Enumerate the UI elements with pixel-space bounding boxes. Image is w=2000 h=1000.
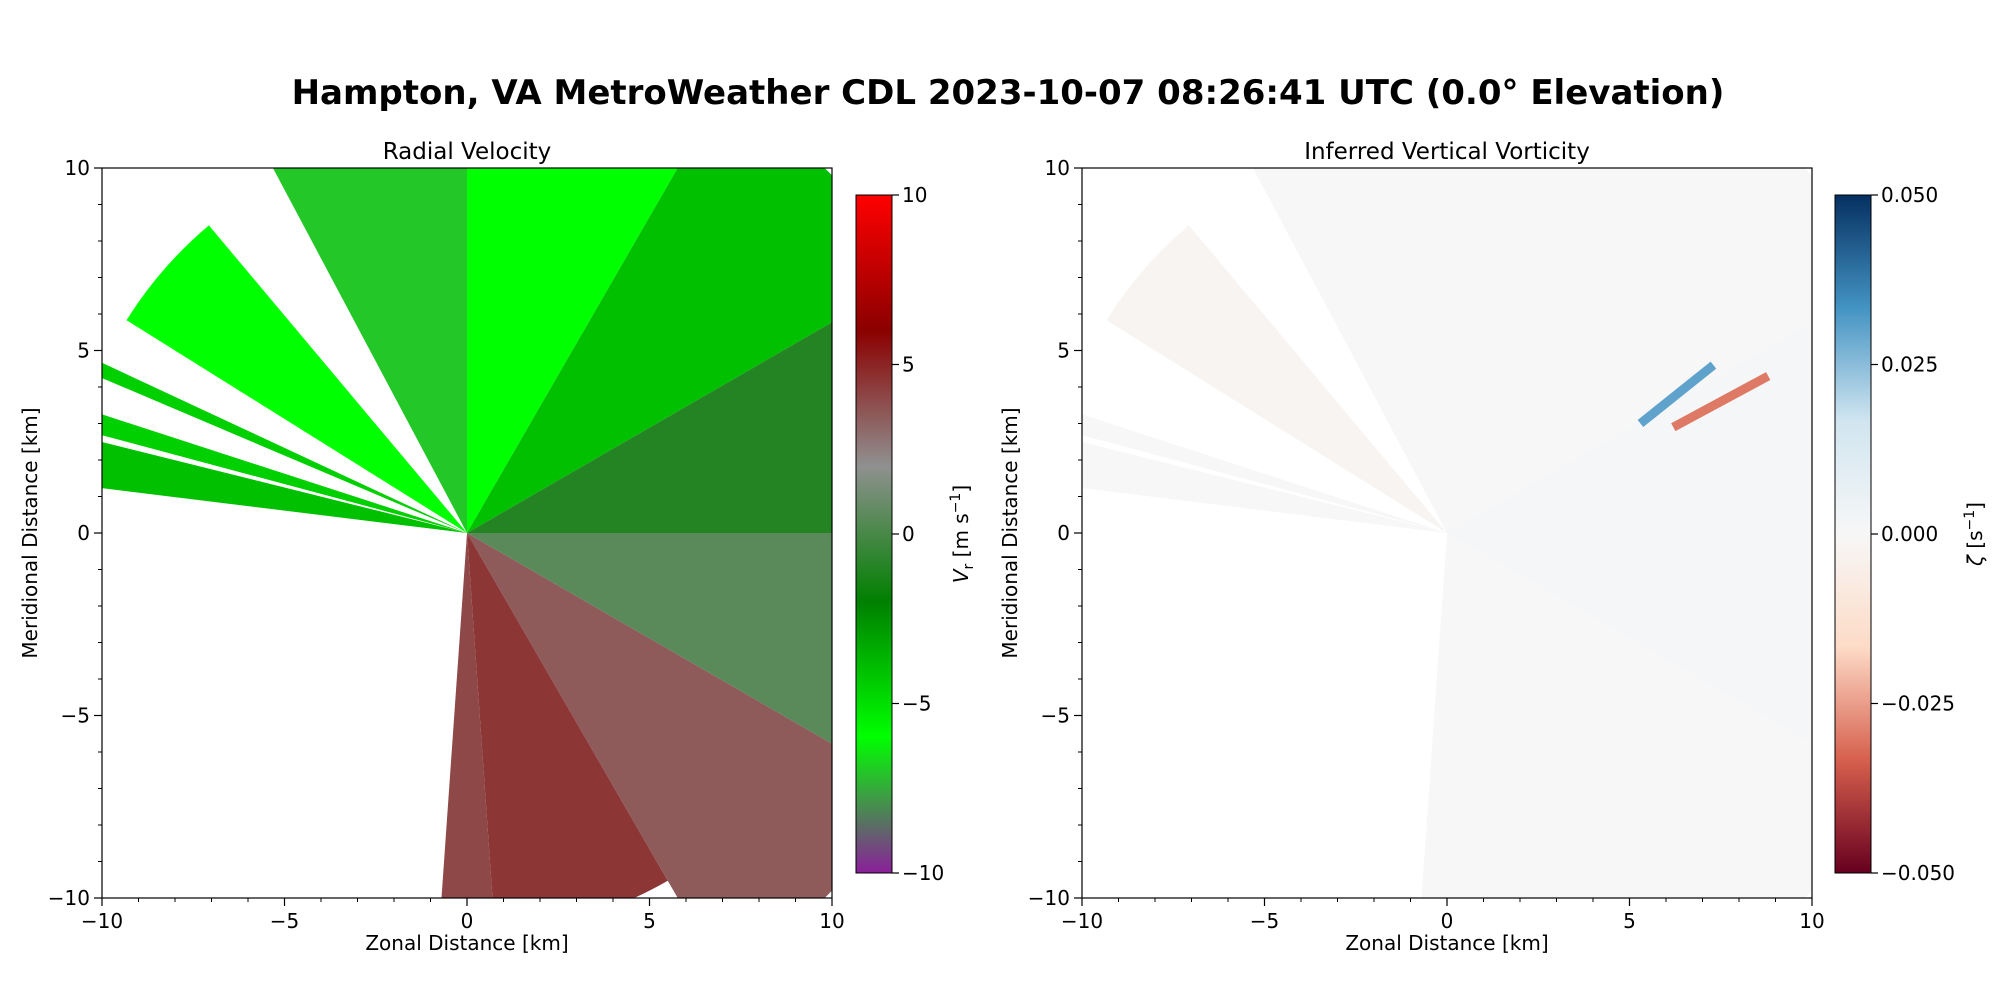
radial-velocity-colorbar-tick-label: 5 bbox=[902, 353, 915, 377]
vorticity-colorbar-tick-label: 0.050 bbox=[1881, 183, 1938, 207]
radial-velocity-sector bbox=[467, 168, 832, 533]
vorticity-x-label: Zonal Distance [km] bbox=[1345, 931, 1548, 955]
vorticity-colorbar-tick-label: −0.025 bbox=[1881, 692, 1955, 716]
vorticity-x-tick-label: 5 bbox=[1623, 909, 1636, 933]
radial-velocity-colorbar-tick-label: 10 bbox=[902, 183, 927, 207]
radial-velocity-field bbox=[102, 168, 832, 898]
vorticity-x-tick-label: −10 bbox=[1061, 909, 1103, 933]
radial-velocity-colorbar-ticks: −10 −5 0 5 10 bbox=[892, 183, 944, 885]
vorticity-field bbox=[1082, 168, 1812, 898]
vorticity-features bbox=[1637, 361, 1771, 432]
vorticity-sector bbox=[1447, 533, 1812, 898]
radial-velocity-panel: Radial Velocity −10 −5 0 5 10 −10 −5 0 5 10 Zona… bbox=[18, 139, 977, 955]
radial-velocity-x-tick-label: −10 bbox=[81, 909, 123, 933]
vorticity-y-tick-label: −5 bbox=[1041, 704, 1070, 728]
radial-velocity-colorbar-tick-label: 0 bbox=[902, 522, 915, 546]
vorticity-colorbar-ticks: −0.050 −0.025 0.000 0.025 0.050 bbox=[1871, 183, 1955, 885]
vorticity-x-tick-label: 10 bbox=[1799, 909, 1824, 933]
radial-velocity-sector bbox=[126, 225, 467, 533]
radial-velocity-colorbar bbox=[855, 194, 893, 874]
radial-velocity-colorbar-tick-label: −5 bbox=[902, 692, 931, 716]
vorticity-colorbar-tick-label: 0.025 bbox=[1881, 353, 1938, 377]
radial-velocity-colorbar-label: Vr [m s−1] bbox=[948, 485, 977, 583]
vorticity-y-tick-label: 10 bbox=[1045, 156, 1070, 180]
vorticity-sector bbox=[1447, 168, 1812, 533]
radial-velocity-x-label: Zonal Distance [km] bbox=[365, 931, 568, 955]
vorticity-y-tick-label: 0 bbox=[1057, 521, 1070, 545]
vorticity-streak bbox=[1671, 372, 1771, 432]
radial-velocity-sector bbox=[467, 533, 832, 898]
vorticity-colorbar-label: ζ [s−1] bbox=[1962, 502, 1987, 567]
vorticity-title: Inferred Vertical Vorticity bbox=[1304, 139, 1590, 165]
vorticity-x-ticks: −10 −5 0 5 10 bbox=[1061, 898, 1825, 933]
vorticity-sector bbox=[1421, 533, 1473, 898]
radial-velocity-x-tick-label: 5 bbox=[643, 909, 656, 933]
radial-velocity-x-tick-label: −5 bbox=[270, 909, 299, 933]
radial-velocity-y-tick-label: 10 bbox=[65, 156, 90, 180]
radial-velocity-sector bbox=[272, 168, 467, 533]
vorticity-plot-area bbox=[1082, 168, 1812, 898]
radial-velocity-y-tick-label: −5 bbox=[61, 704, 90, 728]
vorticity-colorbar-tick-label: −0.050 bbox=[1881, 861, 1955, 885]
radial-velocity-x-ticks: −10 −5 0 5 10 bbox=[81, 898, 845, 933]
radial-velocity-y-ticks: −10 −5 0 5 10 bbox=[48, 156, 102, 910]
radial-velocity-y-tick-label: 0 bbox=[77, 521, 90, 545]
vorticity-y-ticks: −10 −5 0 5 10 bbox=[1028, 156, 1082, 910]
radial-velocity-y-tick-label: −10 bbox=[48, 886, 90, 910]
vorticity-y-tick-label: 5 bbox=[1057, 339, 1070, 363]
radial-velocity-sector bbox=[467, 322, 832, 533]
radial-velocity-sector bbox=[467, 168, 678, 533]
radial-velocity-sector bbox=[441, 533, 493, 898]
radial-velocity-colorbar-tick-label: −10 bbox=[902, 861, 944, 885]
vorticity-colorbar bbox=[1834, 194, 1872, 874]
vorticity-sector bbox=[1082, 441, 1447, 533]
vorticity-panel: Inferred Vertical Vorticity −10 −5 0 5 10 −1… bbox=[998, 139, 1987, 955]
vorticity-streak bbox=[1637, 361, 1717, 428]
vorticity-colorbar-tick-label: 0.000 bbox=[1881, 522, 1938, 546]
vorticity-sector bbox=[1106, 225, 1447, 533]
radial-velocity-x-tick-label: 10 bbox=[819, 909, 844, 933]
radial-velocity-plot-area bbox=[102, 168, 832, 898]
radial-velocity-sector bbox=[102, 441, 467, 533]
vorticity-x-tick-label: −5 bbox=[1250, 909, 1279, 933]
vorticity-y-label: Meridional Distance [km] bbox=[998, 407, 1022, 658]
vorticity-x-tick-label: 0 bbox=[1441, 909, 1454, 933]
vorticity-sector bbox=[1447, 322, 1812, 744]
radial-velocity-title: Radial Velocity bbox=[383, 139, 552, 165]
radial-velocity-y-tick-label: 5 bbox=[77, 339, 90, 363]
radial-velocity-y-label: Meridional Distance [km] bbox=[18, 407, 42, 658]
radial-velocity-x-tick-label: 0 bbox=[461, 909, 474, 933]
figure-title: Hampton, VA MetroWeather CDL 2023-10-07 … bbox=[292, 73, 1725, 113]
vorticity-sector bbox=[1252, 168, 1447, 533]
vorticity-y-tick-label: −10 bbox=[1028, 886, 1070, 910]
radial-velocity-sector bbox=[467, 533, 668, 898]
